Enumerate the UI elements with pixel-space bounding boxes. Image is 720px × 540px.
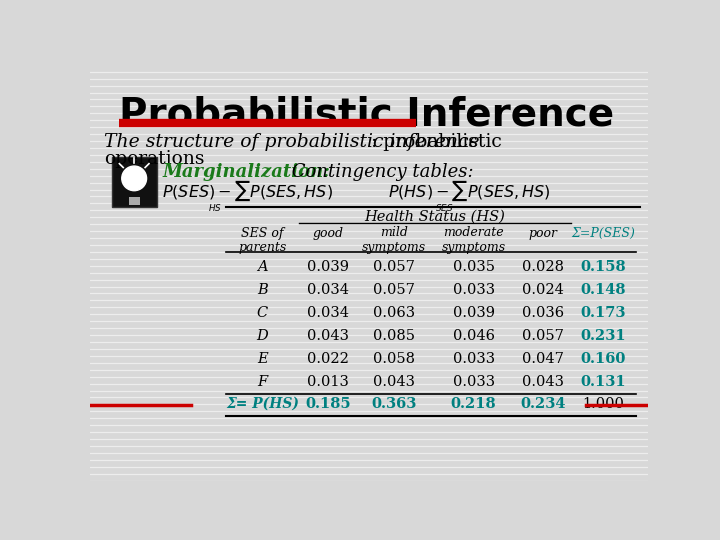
Text: B: B — [257, 283, 268, 296]
Text: 0.034: 0.034 — [307, 283, 349, 296]
Text: E: E — [257, 352, 268, 366]
Text: mild
symptoms: mild symptoms — [362, 226, 426, 254]
Text: Health Status (HS): Health Status (HS) — [364, 210, 505, 224]
Text: $_{SES}$: $_{SES}$ — [435, 201, 454, 214]
Text: operations: operations — [104, 150, 204, 167]
Text: 0.039: 0.039 — [307, 260, 349, 274]
Text: 0.085: 0.085 — [373, 329, 415, 343]
Text: 0.013: 0.013 — [307, 375, 349, 389]
Text: $_{HS}$: $_{HS}$ — [208, 201, 222, 214]
Text: 0.231: 0.231 — [580, 329, 626, 343]
Text: A: A — [257, 260, 268, 274]
Text: good: good — [312, 226, 344, 240]
Text: 0.063: 0.063 — [373, 306, 415, 320]
Text: Σ= P(HS): Σ= P(HS) — [226, 397, 299, 410]
Text: 0.046: 0.046 — [453, 329, 495, 343]
Text: 0.034: 0.034 — [307, 306, 349, 320]
Text: 0.022: 0.022 — [307, 352, 349, 366]
Text: 0.033: 0.033 — [453, 375, 495, 389]
Text: 0.173: 0.173 — [581, 306, 626, 320]
Text: 0.234: 0.234 — [521, 397, 566, 410]
Text: $P(HS) - \sum P(SES, HS)$: $P(HS) - \sum P(SES, HS)$ — [388, 179, 552, 203]
Text: 0.148: 0.148 — [581, 283, 626, 296]
Text: $P(SES) - \sum P(SES, HS)$: $P(SES) - \sum P(SES, HS)$ — [162, 179, 333, 203]
Bar — [112, 157, 157, 207]
Text: Contingency tables:: Contingency tables: — [286, 163, 474, 180]
Text: C: C — [257, 306, 268, 320]
Text: 0.057: 0.057 — [373, 283, 415, 296]
Text: 0.033: 0.033 — [453, 352, 495, 366]
Circle shape — [122, 166, 147, 191]
Text: The structure of probabilistic inference: The structure of probabilistic inference — [104, 132, 480, 151]
Text: 0.024: 0.024 — [523, 283, 564, 296]
Text: 0.131: 0.131 — [580, 375, 626, 389]
Text: Σ=P(SES): Σ=P(SES) — [572, 226, 635, 240]
Text: 0.028: 0.028 — [523, 260, 564, 274]
Text: Probabilistic Inference: Probabilistic Inference — [120, 96, 615, 133]
Text: SES of
parents: SES of parents — [238, 226, 287, 254]
Text: 0.033: 0.033 — [453, 283, 495, 296]
Text: 0.218: 0.218 — [451, 397, 496, 410]
Text: 0.363: 0.363 — [372, 397, 417, 410]
Text: : probabilistic: : probabilistic — [372, 132, 502, 151]
Text: 0.047: 0.047 — [523, 352, 564, 366]
Text: 0.039: 0.039 — [453, 306, 495, 320]
Text: 0.057: 0.057 — [523, 329, 564, 343]
Text: F: F — [257, 375, 268, 389]
Text: 0.043: 0.043 — [373, 375, 415, 389]
Text: Marginalization:: Marginalization: — [162, 163, 330, 180]
Bar — [129, 197, 140, 205]
Text: 1.000: 1.000 — [582, 397, 624, 410]
Text: 0.058: 0.058 — [373, 352, 415, 366]
Text: 0.035: 0.035 — [453, 260, 495, 274]
Text: 0.057: 0.057 — [373, 260, 415, 274]
Text: 0.043: 0.043 — [523, 375, 564, 389]
Text: 0.160: 0.160 — [581, 352, 626, 366]
Text: poor: poor — [529, 226, 558, 240]
Text: 0.185: 0.185 — [305, 397, 351, 410]
Text: 0.158: 0.158 — [580, 260, 626, 274]
Text: D: D — [256, 329, 269, 343]
Text: moderate
symptoms: moderate symptoms — [441, 226, 505, 254]
Text: 0.043: 0.043 — [307, 329, 349, 343]
Text: 0.036: 0.036 — [522, 306, 564, 320]
